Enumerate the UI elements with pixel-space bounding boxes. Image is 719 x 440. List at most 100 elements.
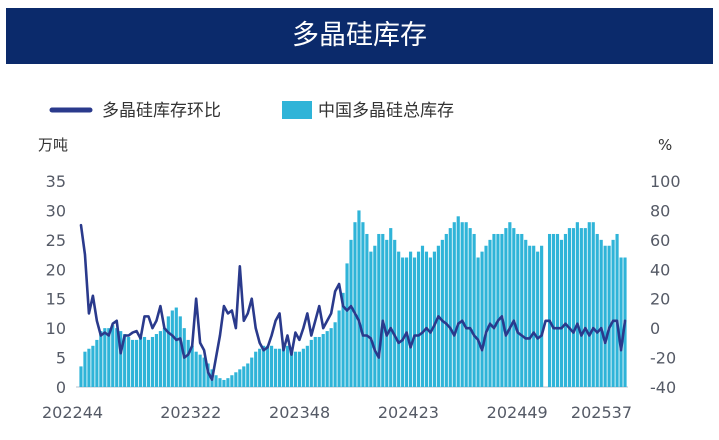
inventory-bar [289,348,294,387]
mom-change-point [302,327,305,330]
mom-change-point [334,290,337,293]
mom-change-point [107,334,110,337]
inventory-bar [365,233,369,387]
mom-change-point [532,331,535,334]
inventory-bar [313,336,317,387]
x-tick-label: 202322 [160,403,221,422]
inventory-bar [162,328,166,387]
inventory-bar [361,222,365,387]
mom-change-point [393,334,396,337]
mom-change-point [405,331,408,334]
inventory-bar [333,322,337,387]
mom-change-point [501,315,503,318]
inventory-bar [488,239,492,387]
inventory-bar [579,228,583,387]
inventory-bar [281,345,286,387]
mom-change-point [254,327,257,330]
x-tick-label: 202423 [378,403,439,422]
legend-bar-label: 中国多晶硅总库存 [318,101,454,121]
mom-change-point [262,349,265,352]
mom-change-point [119,352,122,355]
inventory-bar [567,228,571,387]
left-tick-label: 30 [46,201,66,220]
inventory-bar [619,257,623,387]
x-tick-label: 202449 [487,403,548,422]
mom-change-point [504,334,507,337]
mom-change-point [258,341,261,344]
inventory-bar [127,336,131,387]
mom-change-point [612,319,614,322]
mom-change-point [548,319,551,322]
inventory-bar [520,233,524,387]
inventory-bar [226,378,230,387]
inventory-bar [424,251,429,387]
mom-change-point [596,331,599,334]
mom-change-point [354,312,356,315]
inventory-bar [583,228,587,387]
mom-change-point [234,327,237,330]
inventory-bar [373,245,377,387]
inventory-bar [190,345,194,387]
mom-change-point [572,331,575,334]
inventory-bar [206,363,210,387]
inventory-bar [532,245,536,387]
inventory-bar [174,307,178,387]
inventory-bar [492,233,496,387]
mom-change-point [592,327,595,330]
x-axis-ticks: 202244 202322 202348 202423 202449 202537 [42,403,632,422]
inventory-bar [496,233,500,387]
inventory-bar [214,375,218,387]
inventory-bar [266,345,270,387]
mom-change-point [425,327,428,330]
mom-change-point [151,327,154,330]
mom-change-point [584,327,587,330]
inventory-bar [540,245,544,387]
mom-change-point [389,327,392,330]
mom-change-point [588,334,591,337]
mom-change-point [238,265,241,268]
mom-change-point [362,334,364,337]
mom-change-point [246,312,249,315]
inventory-bar [305,345,309,387]
inventory-bar [91,345,95,387]
mom-change-point [310,334,313,337]
inventory-bar [401,257,405,387]
bar-series [79,210,627,387]
inventory-bar [325,331,329,387]
mom-change-point [604,341,607,344]
inventory-bar [456,216,460,387]
mom-change-point [135,330,138,332]
mom-change-point [520,334,523,337]
inventory-bar [238,369,242,387]
mom-change-point [560,327,563,330]
mom-change-point [350,305,352,307]
inventory-bar [476,257,480,387]
inventory-bar [349,239,353,387]
inventory-bar [166,316,170,387]
inventory-bar [178,316,182,387]
inventory-bar [250,357,254,387]
inventory-bar [273,348,278,387]
mom-change-point [290,353,293,356]
mom-change-point [322,327,325,330]
mom-change-point [167,331,170,334]
mom-change-point [314,319,317,322]
left-tick-label: 25 [46,231,66,250]
mom-change-point [381,319,384,322]
inventory-bar [353,222,357,387]
mom-change-point [385,334,388,337]
mom-change-point [298,339,301,341]
mom-change-point [215,356,217,359]
mom-change-point [99,334,102,337]
mom-change-point [183,356,186,359]
mom-change-point [278,312,281,315]
inventory-bar [551,233,556,387]
inventory-bar [607,245,611,387]
inventory-bar [95,339,99,387]
mom-change-point [373,349,376,352]
left-tick-label: 5 [56,349,66,368]
mom-change-point [88,312,90,315]
mom-change-point [413,334,416,337]
inventory-bar [297,351,301,387]
inventory-bar [393,239,397,387]
